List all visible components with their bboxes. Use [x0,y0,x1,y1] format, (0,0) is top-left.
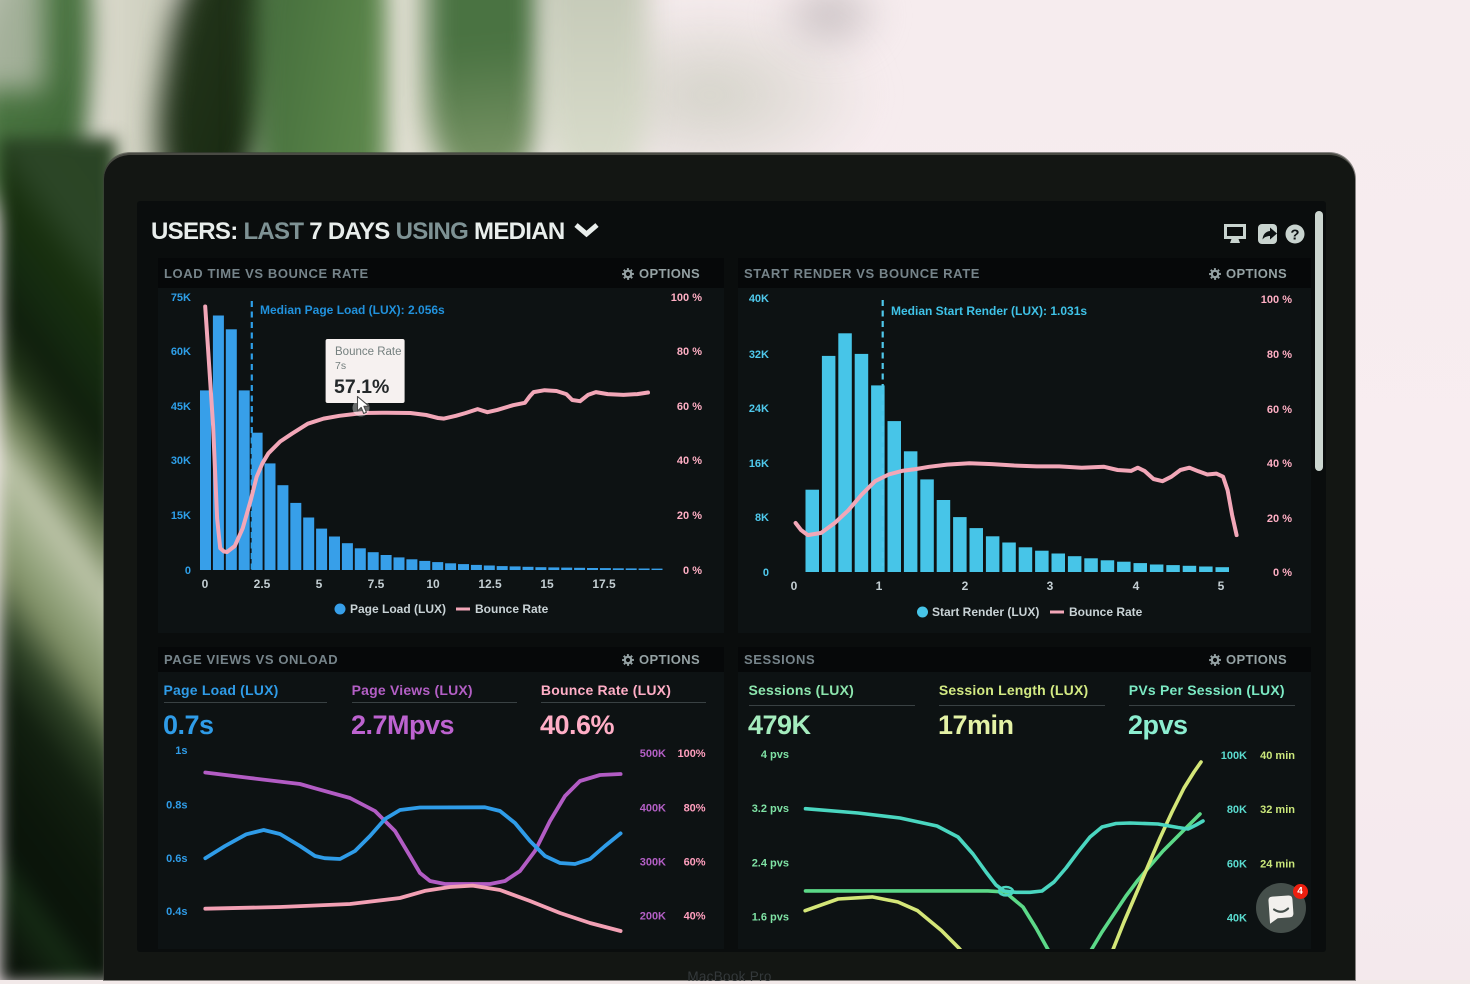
svg-text:30K: 30K [171,455,191,467]
svg-text:20 %: 20 % [677,510,702,522]
svg-text:10: 10 [426,577,440,591]
svg-text:75K: 75K [171,292,191,304]
svg-text:0: 0 [791,579,798,593]
svg-text:0 %: 0 % [683,565,702,577]
svg-text:2.4 pvs: 2.4 pvs [752,858,789,870]
svg-text:80K: 80K [1227,804,1247,816]
svg-text:80 %: 80 % [1267,349,1292,361]
svg-text:Start Render (LUX): Start Render (LUX) [932,605,1039,619]
svg-text:0.6s: 0.6s [166,853,187,865]
svg-text:100%: 100% [677,748,705,760]
svg-text:3: 3 [1047,579,1054,593]
svg-text:1.6 pvs: 1.6 pvs [752,911,789,923]
svg-text:Bounce Rate: Bounce Rate [1069,605,1143,619]
svg-text:400K: 400K [640,802,666,814]
svg-text:200K: 200K [640,911,666,923]
svg-text:0: 0 [202,577,209,591]
svg-text:12.5: 12.5 [478,577,502,591]
svg-text:60%: 60% [684,857,706,869]
svg-text:4: 4 [1133,579,1140,593]
svg-text:1: 1 [876,579,883,593]
svg-text:2: 2 [962,579,969,593]
svg-text:Bounce Rate: Bounce Rate [475,602,549,616]
svg-text:3.2 pvs: 3.2 pvs [752,803,789,815]
svg-text:24 min: 24 min [1260,859,1295,871]
svg-text:500K: 500K [640,748,666,760]
svg-text:57.1%: 57.1% [334,376,389,398]
svg-text:1s: 1s [175,746,187,757]
svg-text:?: ? [1290,227,1299,244]
svg-text:45K: 45K [171,401,191,413]
svg-text:100 %: 100 % [1261,294,1292,306]
svg-text:5: 5 [1218,579,1225,593]
svg-text:40K: 40K [749,293,769,305]
svg-text:32 min: 32 min [1260,804,1295,816]
svg-text:15: 15 [540,577,554,591]
svg-text:100 %: 100 % [671,292,702,304]
svg-text:80%: 80% [684,802,706,814]
svg-text:17.5: 17.5 [592,577,616,591]
svg-text:60K: 60K [1227,859,1247,871]
svg-text:16K: 16K [749,458,769,470]
svg-text:24K: 24K [749,403,769,415]
svg-text:5: 5 [316,577,323,591]
svg-text:0.4s: 0.4s [166,906,187,918]
svg-text:60 %: 60 % [1267,404,1292,416]
svg-text:40%: 40% [684,911,706,923]
svg-text:Bounce Rate: Bounce Rate [335,346,402,358]
svg-text:40K: 40K [1227,912,1247,924]
svg-text:Median Start Render (LUX): 1.0: Median Start Render (LUX): 1.031s [891,304,1087,318]
svg-text:80 %: 80 % [677,346,702,358]
svg-text:60 %: 60 % [677,401,702,413]
svg-text:0 %: 0 % [1273,567,1292,579]
svg-text:15K: 15K [171,510,191,522]
svg-text:40 min: 40 min [1260,750,1295,762]
svg-text:0: 0 [185,565,191,577]
svg-text:4 pvs: 4 pvs [761,749,789,761]
svg-text:0: 0 [763,567,769,579]
svg-text:7.5: 7.5 [368,577,385,591]
svg-text:40 %: 40 % [677,455,702,467]
svg-text:32K: 32K [749,349,769,361]
svg-text:2.5: 2.5 [254,577,271,591]
svg-text:60K: 60K [171,346,191,358]
svg-text:0.8s: 0.8s [166,799,187,811]
svg-text:300K: 300K [640,857,666,869]
svg-text:100K: 100K [1221,750,1247,762]
svg-text:40 %: 40 % [1267,458,1292,470]
svg-text:20 %: 20 % [1267,513,1292,525]
svg-text:7s: 7s [335,360,346,372]
svg-text:Page Load (LUX): Page Load (LUX) [350,602,446,616]
svg-text:8K: 8K [755,512,769,524]
svg-text:Median Page Load (LUX): 2.056s: Median Page Load (LUX): 2.056s [260,303,445,317]
